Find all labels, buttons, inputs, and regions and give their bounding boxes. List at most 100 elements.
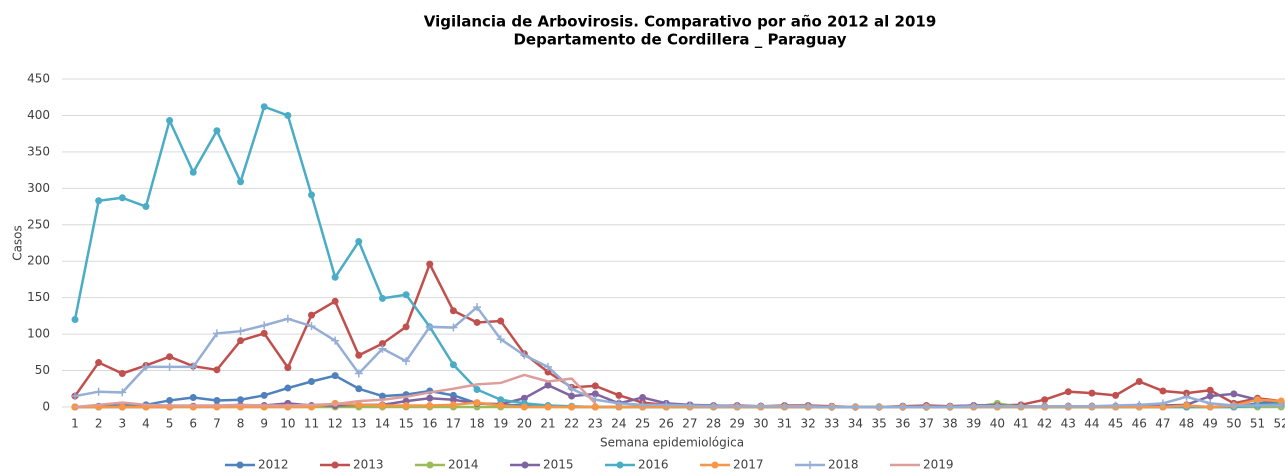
x-tick-label: 2	[95, 417, 103, 431]
point	[308, 191, 315, 199]
point	[1135, 377, 1143, 385]
point	[568, 392, 576, 400]
legend-marker	[521, 461, 529, 469]
x-tick-label: 18	[469, 417, 484, 431]
point	[260, 103, 268, 111]
legend-label: 2016	[638, 458, 669, 472]
point	[71, 392, 79, 401]
x-tick-label: 27	[682, 417, 697, 431]
point	[567, 384, 576, 393]
point	[378, 340, 386, 348]
x-tick-label: 40	[990, 417, 1005, 431]
x-tick-label: 7	[213, 417, 221, 431]
point	[236, 327, 245, 336]
point	[449, 401, 457, 409]
x-tick-label: 3	[118, 417, 126, 431]
point	[165, 362, 174, 371]
point	[898, 403, 907, 411]
x-tick-label: 26	[659, 417, 674, 431]
point	[166, 353, 174, 361]
x-tick-label: 36	[895, 417, 910, 431]
point	[473, 386, 481, 394]
legend-label: 2018	[828, 458, 859, 472]
point	[1112, 391, 1120, 399]
point	[497, 402, 505, 410]
legend-marker	[426, 461, 434, 469]
y-tick-label: 100	[27, 327, 50, 341]
point	[568, 403, 576, 411]
point	[993, 402, 1002, 411]
point	[213, 366, 221, 374]
point	[1229, 401, 1238, 410]
legend-marker	[331, 461, 339, 469]
point	[213, 396, 221, 404]
point	[118, 369, 126, 377]
point	[189, 168, 197, 176]
y-axis-label: Casos	[11, 225, 25, 261]
point	[71, 316, 79, 324]
point	[449, 396, 457, 404]
point	[166, 396, 174, 404]
x-tick-label: 19	[493, 417, 508, 431]
x-tick-label: 9	[260, 417, 268, 431]
point	[709, 402, 718, 411]
point	[804, 402, 813, 411]
point	[449, 307, 457, 315]
point	[946, 403, 955, 411]
x-tick-label: 14	[375, 417, 390, 431]
legend-marker	[806, 461, 814, 469]
x-tick-label: 43	[1061, 417, 1076, 431]
legend-label: 2019	[923, 458, 954, 472]
point	[426, 402, 434, 410]
point	[378, 402, 386, 410]
x-tick-label: 48	[1179, 417, 1194, 431]
x-tick-label: 24	[611, 417, 626, 431]
point	[260, 391, 268, 399]
chart-title: Vigilancia de Arbovirosis. Comparativo p…	[424, 13, 937, 31]
point	[662, 400, 671, 409]
point	[95, 359, 103, 367]
chart-subtitle: Departamento de Cordillera _ Paraguay	[513, 31, 846, 49]
point	[591, 403, 599, 411]
point	[331, 336, 340, 345]
x-tick-label: 25	[635, 417, 650, 431]
point	[1064, 402, 1073, 411]
point	[449, 323, 458, 332]
point	[213, 127, 221, 135]
point	[260, 329, 268, 337]
legend-marker	[236, 461, 244, 469]
point	[307, 322, 316, 331]
point	[308, 311, 315, 319]
point	[544, 381, 552, 389]
x-tick-label: 41	[1013, 417, 1028, 431]
point	[969, 402, 978, 411]
legend-label: 2015	[543, 458, 574, 472]
point	[331, 372, 339, 380]
point	[1088, 389, 1096, 397]
point	[1182, 392, 1191, 401]
point	[118, 388, 127, 397]
point	[118, 194, 126, 202]
point	[1040, 402, 1049, 411]
point	[237, 396, 245, 404]
x-tick-label: 47	[1155, 417, 1170, 431]
legend-label: 2013	[353, 458, 384, 472]
point	[426, 394, 434, 402]
point	[284, 384, 292, 392]
point	[189, 394, 197, 402]
point	[355, 238, 363, 246]
point	[331, 297, 339, 305]
point	[544, 362, 552, 371]
point	[1183, 402, 1191, 410]
x-tick-label: 8	[237, 417, 245, 431]
point	[520, 403, 528, 411]
x-tick-label: 6	[189, 417, 197, 431]
point	[1135, 400, 1144, 409]
point	[497, 396, 505, 404]
x-tick-label: 20	[517, 417, 532, 431]
point	[473, 318, 481, 326]
point	[1206, 392, 1214, 400]
y-tick-label: 0	[42, 400, 50, 414]
x-tick-label: 12	[328, 417, 343, 431]
